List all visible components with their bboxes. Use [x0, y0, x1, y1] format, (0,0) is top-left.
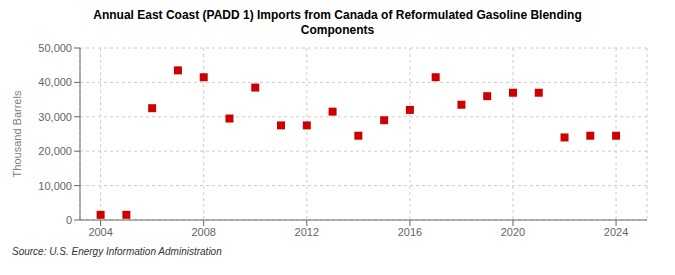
svg-text:2016: 2016 — [398, 226, 422, 238]
html-text:Annual East Coast (PADD 1) Imp: Annual East Coast (PADD 1) Imports from … — [93, 8, 582, 22]
svg-text:40,000: 40,000 — [38, 76, 72, 88]
svg-text:20,000: 20,000 — [38, 145, 72, 157]
svg-text:2020: 2020 — [501, 226, 525, 238]
svg-text:10,000: 10,000 — [38, 180, 72, 192]
svg-text:Thousand Barrels: Thousand Barrels — [11, 90, 23, 177]
html-text:Source: U.S. Energy Informatio: Source: U.S. Energy Information Administ… — [12, 246, 222, 257]
html-text:Components: Components — [300, 23, 375, 37]
svg-text:50,000: 50,000 — [38, 42, 72, 54]
svg-text:2024: 2024 — [604, 226, 628, 238]
svg-text:30,000: 30,000 — [38, 111, 72, 123]
svg-text:0: 0 — [66, 214, 72, 226]
svg-text:2004: 2004 — [88, 226, 112, 238]
svg-text:2012: 2012 — [295, 226, 319, 238]
svg-text:2008: 2008 — [191, 226, 215, 238]
